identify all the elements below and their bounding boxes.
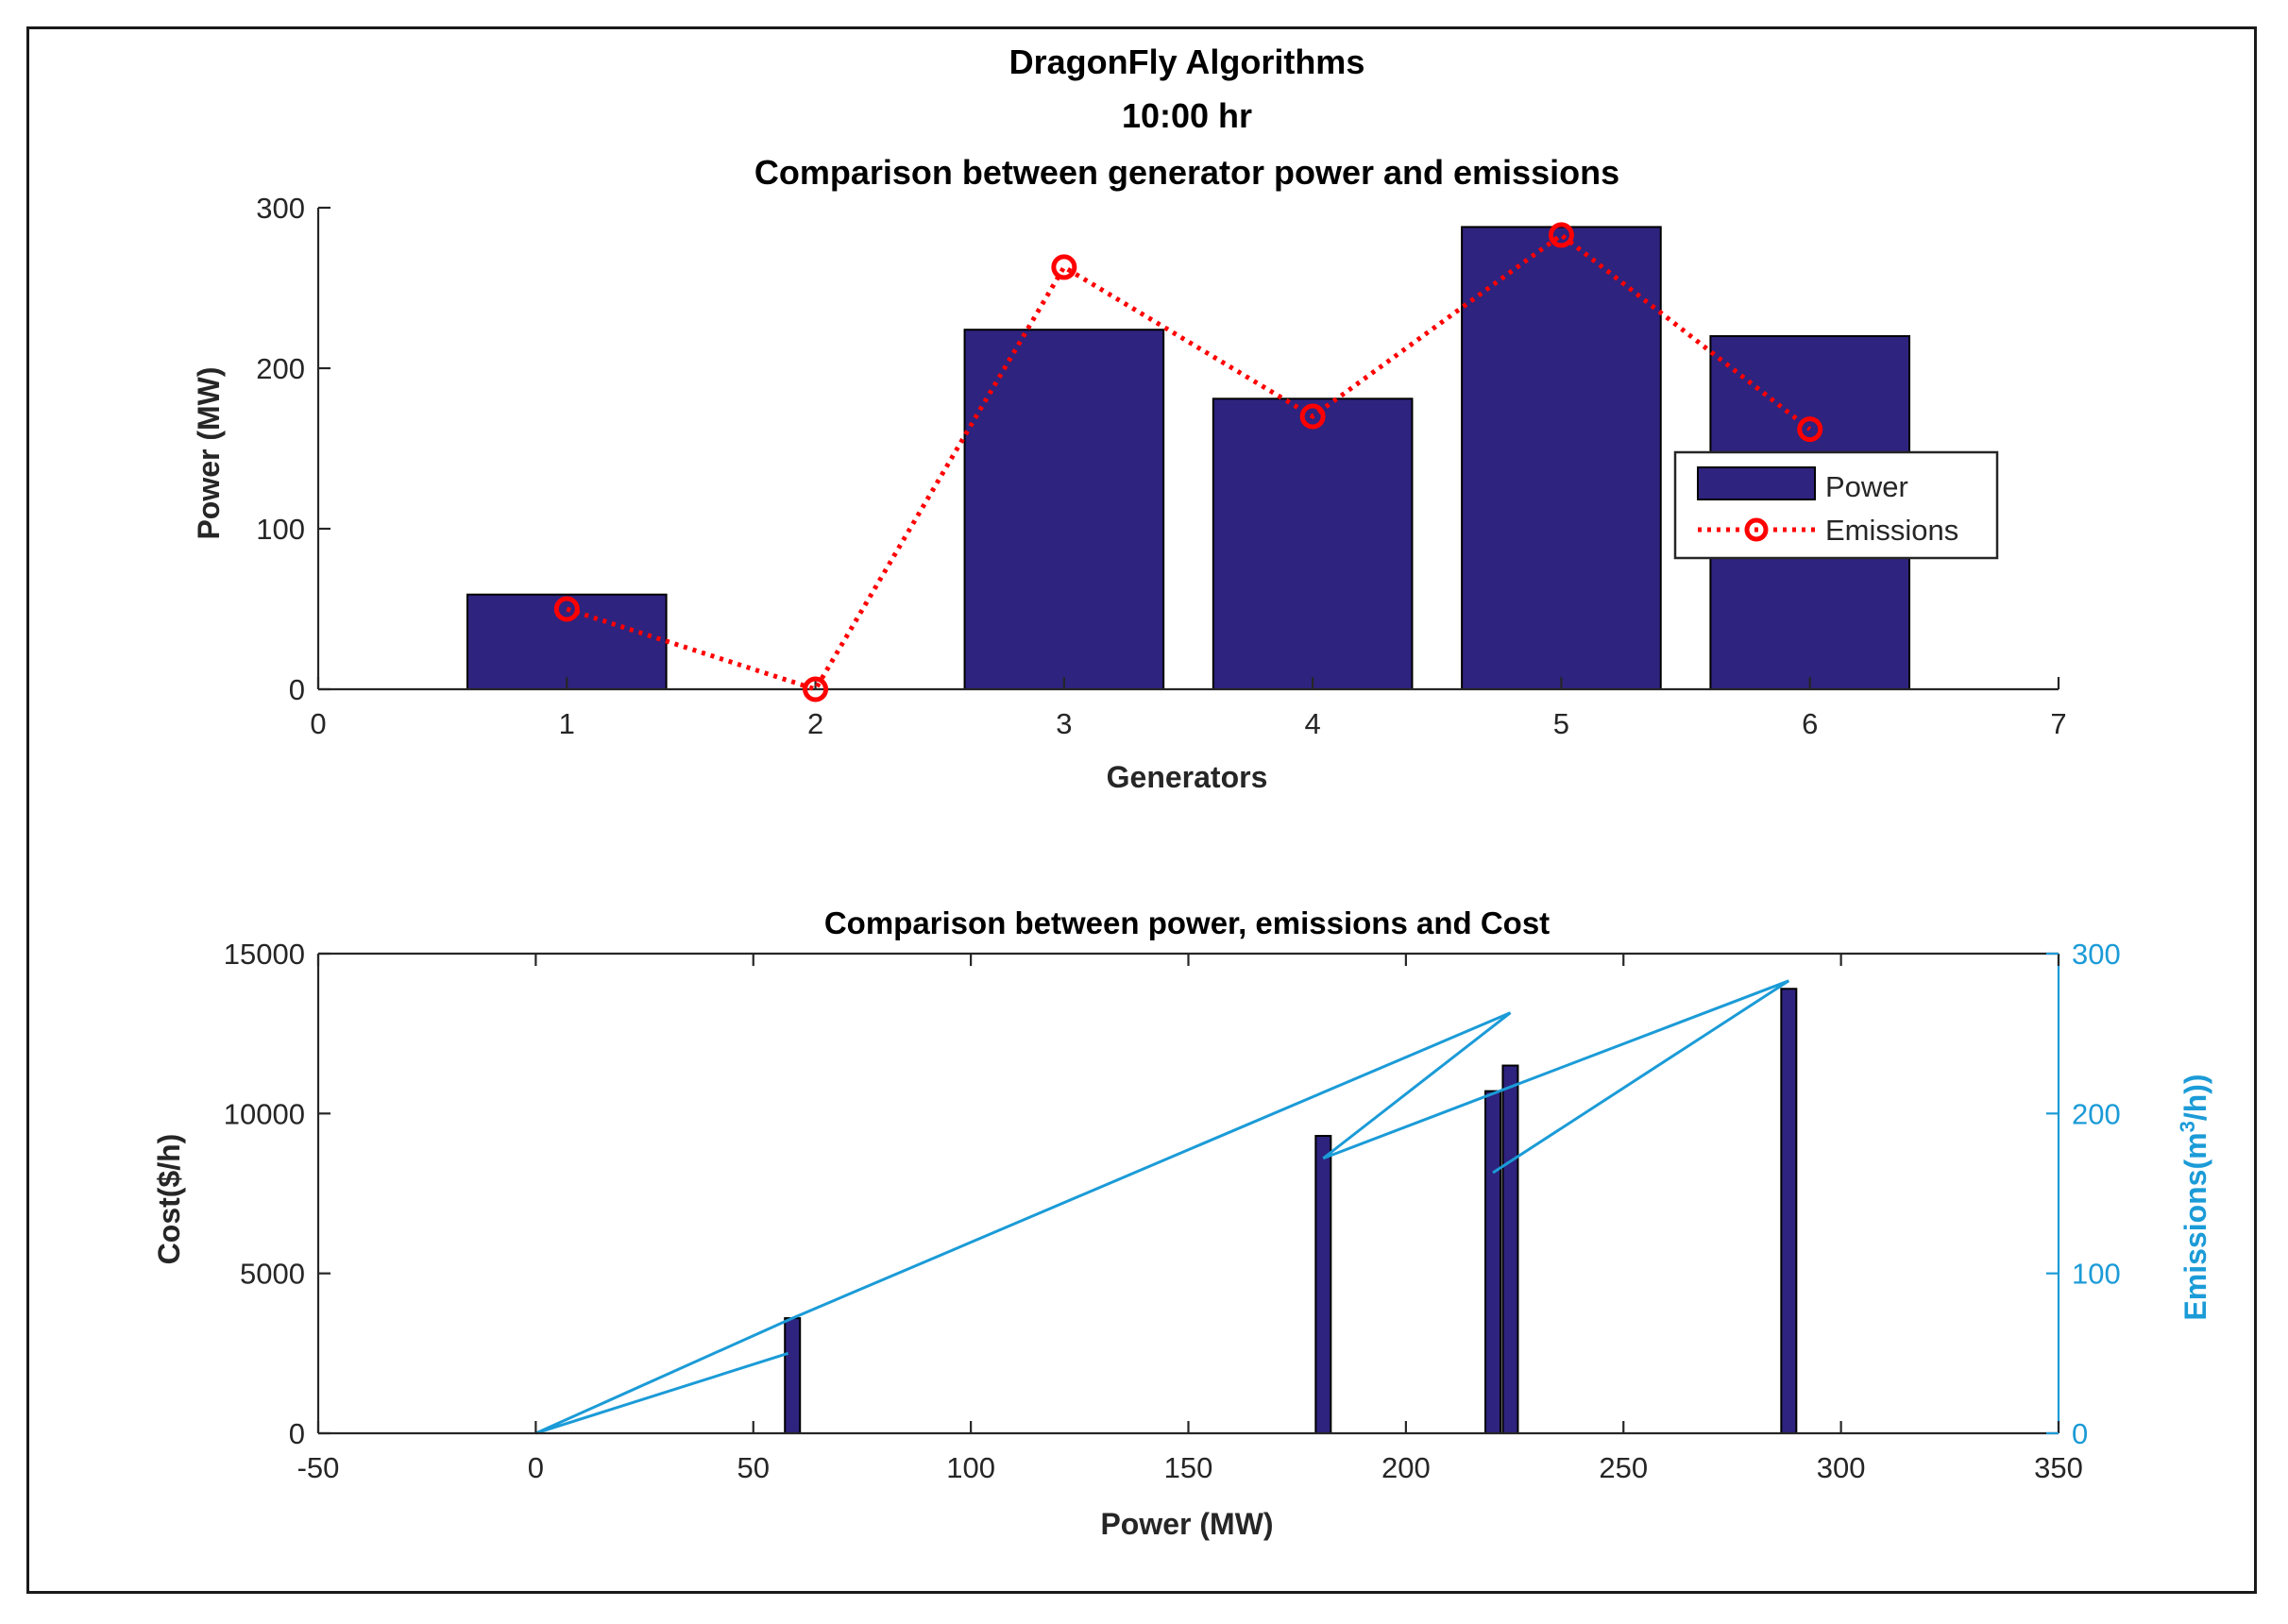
top-y-tick-label: 300 — [256, 192, 305, 225]
bottom-y-tick-label: 5000 — [240, 1258, 305, 1291]
emissions-marker-1 — [553, 596, 580, 622]
bottom-x-tick-label: 250 — [1599, 1451, 1648, 1484]
top-x-tick-label: 2 — [807, 707, 823, 740]
top-legend: Power Emissions — [1673, 450, 1999, 560]
top-chart: 0 1 2 3 4 5 6 7 0 100 200 300 Generators Power (MW)… — [192, 192, 2067, 794]
bottom-x-tick-label: 300 — [1817, 1451, 1866, 1484]
emissions-marker-2 — [803, 676, 829, 702]
bottom-x-tick-label: -50 — [297, 1451, 340, 1484]
top-y-tick-label: 0 — [289, 673, 305, 706]
power-bar-3 — [963, 329, 1165, 690]
emissions-line — [566, 231, 1812, 692]
bottom-axes: -50 0 50 100 150 200 250 300 3500500010000150000… — [224, 938, 2121, 1484]
top-bars — [466, 226, 1911, 691]
top-x-tick-label: 3 — [1056, 707, 1072, 740]
top-y-axis-label: Power (MW) — [192, 366, 226, 539]
top-chart-title: Comparison between generator power and e… — [754, 153, 1619, 192]
legend-power-swatch — [1697, 466, 1816, 500]
bottom-x-tick-label: 0 — [528, 1451, 544, 1484]
y2-label-sup: 3 — [2176, 1121, 2199, 1132]
bottom-y2-tick-label: 300 — [2072, 938, 2121, 971]
top-x-tick-label: 4 — [1305, 707, 1321, 740]
bottom-emissions-series — [534, 979, 1790, 1435]
bottom-chart: -50 0 50 100 150 200 250 300 3500500010000150000… — [152, 938, 2212, 1541]
bottom-x-tick-label: 200 — [1381, 1451, 1431, 1484]
top-x-axis-label: Generators — [1107, 760, 1268, 794]
figure-title-line2: 10:00 hr — [1122, 96, 1252, 135]
bottom-bars — [784, 988, 1798, 1435]
legend-emissions-marker — [1744, 517, 1769, 542]
bottom-y-tick-label: 15000 — [224, 938, 305, 971]
power-bar-1 — [466, 593, 668, 691]
cost-bar-2 — [1314, 1135, 1332, 1435]
power-bar-5 — [1461, 226, 1662, 690]
bottom-y-axis-label: Cost($/h) — [152, 1134, 186, 1265]
bottom-y-tick-label: 10000 — [224, 1097, 305, 1130]
legend-emissions-label: Emissions — [1825, 514, 1958, 547]
bottom-x-tick-label: 50 — [737, 1451, 770, 1484]
emissions-vs-power-line — [534, 979, 1790, 1435]
cost-bar-5 — [1780, 988, 1798, 1434]
emissions-marker-6 — [1797, 416, 1823, 443]
bottom-x-tick-label: 100 — [946, 1451, 995, 1484]
figure-frame — [26, 26, 2257, 1594]
bottom-y2-tick-label: 0 — [2072, 1417, 2088, 1450]
top-emissions-series — [553, 222, 1823, 702]
bottom-y2-axis-label: Emissions(m3/h)) — [2176, 1074, 2213, 1320]
emissions-marker-5 — [1548, 222, 1574, 248]
bottom-y-tick-label: 0 — [289, 1417, 305, 1450]
bottom-chart-title: Comparison between power, emissions and … — [824, 905, 1550, 940]
power-bar-4 — [1212, 398, 1414, 690]
top-x-tick-label: 0 — [310, 707, 326, 740]
bottom-x-axis-label: Power (MW) — [1100, 1507, 1273, 1541]
bottom-x-tick-label: 350 — [2034, 1451, 2083, 1484]
emissions-marker-3 — [1051, 254, 1077, 280]
cost-bar-3 — [1484, 1090, 1502, 1435]
bottom-y2-tick-label: 100 — [2072, 1258, 2121, 1291]
top-x-tick-label: 1 — [559, 707, 575, 740]
top-x-tick-label: 7 — [2050, 707, 2066, 740]
legend-power-label: Power — [1825, 470, 1908, 503]
bottom-x-tick-label: 150 — [1164, 1451, 1213, 1484]
figure-title-line1: DragonFly Algorithms — [1009, 42, 1365, 81]
cost-bar-4 — [1501, 1064, 1519, 1434]
top-y-tick-label: 100 — [256, 513, 305, 546]
top-x-tick-label: 6 — [1802, 707, 1818, 740]
y2-label-prefix: Emissions(m — [2178, 1132, 2212, 1320]
y2-label-suffix: /h)) — [2178, 1074, 2212, 1121]
bottom-y2-tick-label: 200 — [2072, 1097, 2121, 1130]
top-y-tick-label: 200 — [256, 352, 305, 385]
top-x-tick-label: 5 — [1553, 707, 1569, 740]
cost-bar-1 — [784, 1317, 802, 1434]
emissions-marker-4 — [1299, 403, 1326, 430]
top-axes: 0 1 2 3 4 5 6 7 0 100 200 300 — [256, 192, 2066, 740]
